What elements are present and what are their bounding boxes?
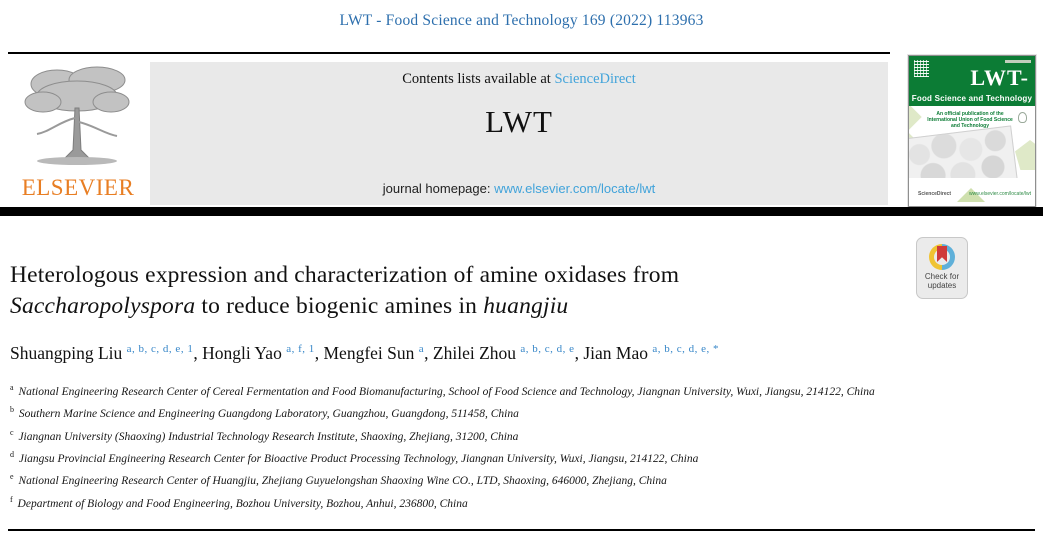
cover-food-photo bbox=[909, 125, 1019, 178]
cover-diamond-decoration bbox=[909, 106, 922, 130]
contents-prefix: Contents lists available at bbox=[402, 71, 555, 87]
affiliation-label: b bbox=[10, 405, 14, 415]
cover-title: LWT- bbox=[970, 65, 1029, 90]
check-for-updates-badge[interactable]: Check for updates bbox=[916, 237, 968, 299]
article-head: Heterologous expression and characteriza… bbox=[10, 260, 903, 513]
affiliation-label: a bbox=[10, 383, 14, 392]
sciencedirect-link[interactable]: ScienceDirect bbox=[554, 71, 636, 87]
author-affiliation-superscript: a bbox=[418, 343, 425, 356]
masthead-top-rule bbox=[8, 52, 890, 54]
crossmark-ring-icon bbox=[929, 244, 955, 270]
journal-banner: Contents lists available at ScienceDirec… bbox=[150, 62, 888, 205]
crossmark-bookmark-icon bbox=[937, 246, 947, 262]
author-list: Shuangping Liu a, b, c, d, e, 1, Hongli … bbox=[10, 343, 719, 363]
author-name: Zhilei Zhou bbox=[432, 343, 521, 363]
cover-homepage-url: www.elsevier.com/locate/lwt bbox=[969, 191, 1031, 197]
author-name: Shuangping Liu bbox=[10, 343, 127, 363]
article-title: Heterologous expression and characteriza… bbox=[10, 262, 680, 319]
affiliation-label: f bbox=[10, 494, 13, 504]
author-name: Jian Mao bbox=[583, 343, 653, 363]
cover-triangle-decoration bbox=[957, 188, 985, 202]
cover-subtitle: Food Science and Technology bbox=[911, 94, 1033, 103]
affiliation-label: e bbox=[10, 472, 14, 482]
author-affiliation-superscript: a, b, c, d, e bbox=[520, 343, 575, 356]
author-affiliation-superscript: a, b, c, d, e, 1 bbox=[126, 343, 194, 356]
cover-header-band: LWT- Food Science and Technology bbox=[909, 56, 1035, 106]
journal-citation-link[interactable]: LWT - Food Science and Technology 169 (2… bbox=[339, 12, 704, 29]
check-for-updates-label: Check for updates bbox=[924, 272, 960, 290]
elsevier-wordmark: ELSEVIER bbox=[21, 175, 135, 200]
affiliation-entry: b Southern Marine Science and Engineerin… bbox=[10, 405, 519, 421]
affiliation-entry: e National Engineering Research Center o… bbox=[10, 472, 667, 488]
affiliation-entry: f Department of Biology and Food Enginee… bbox=[10, 494, 468, 510]
cover-body: An official publication of the Internati… bbox=[909, 106, 1035, 178]
elsevier-tree-icon bbox=[24, 66, 130, 165]
journal-cover-thumbnail[interactable]: LWT- Food Science and Technology An offi… bbox=[908, 55, 1036, 207]
affiliation-entry: c Jiangnan University (Shaoxing) Industr… bbox=[10, 427, 519, 443]
contents-line: Contents lists available at ScienceDirec… bbox=[150, 71, 888, 88]
journal-title: LWT bbox=[485, 104, 553, 139]
cover-footer: ScienceDirect www.elsevier.com/locate/lw… bbox=[909, 178, 1035, 206]
homepage-link[interactable]: www.elsevier.com/locate/lwt bbox=[494, 181, 656, 196]
author-name: Mengfei Sun bbox=[323, 343, 419, 363]
author-name: Hongli Yao bbox=[202, 343, 287, 363]
elsevier-logo[interactable]: ELSEVIER bbox=[8, 60, 148, 205]
issn-text bbox=[1005, 60, 1031, 63]
union-seal-icon bbox=[1018, 112, 1027, 123]
title-italic-term: Saccharopolyspora bbox=[10, 293, 196, 319]
affiliation-entry: d Jiangsu Provincial Engineering Researc… bbox=[10, 449, 699, 465]
footnote-rule bbox=[8, 529, 1035, 531]
masthead-bottom-rule bbox=[0, 207, 1043, 216]
affiliation-list: a National Engineering Research Center o… bbox=[10, 379, 903, 513]
cover-sciencedirect-logo: ScienceDirect bbox=[918, 191, 952, 197]
author-affiliation-superscript: a, b, c, d, e, * bbox=[652, 343, 719, 356]
homepage-prefix: journal homepage: bbox=[382, 181, 495, 196]
cover-publication-note: An official publication of the Internati… bbox=[927, 111, 1013, 129]
title-text: to reduce biogenic amines in bbox=[195, 293, 484, 319]
homepage-line: journal homepage: www.elsevier.com/locat… bbox=[150, 181, 888, 196]
cover-pentagon-decoration bbox=[1015, 140, 1035, 170]
affiliation-label: c bbox=[10, 427, 14, 437]
author-affiliation-superscript: a, f, 1 bbox=[286, 343, 315, 356]
affiliation-entry: a National Engineering Research Center o… bbox=[10, 383, 875, 398]
title-italic-term: huangjiu bbox=[483, 293, 569, 319]
iufost-emblem-icon bbox=[914, 60, 929, 77]
affiliation-label: d bbox=[10, 449, 14, 459]
